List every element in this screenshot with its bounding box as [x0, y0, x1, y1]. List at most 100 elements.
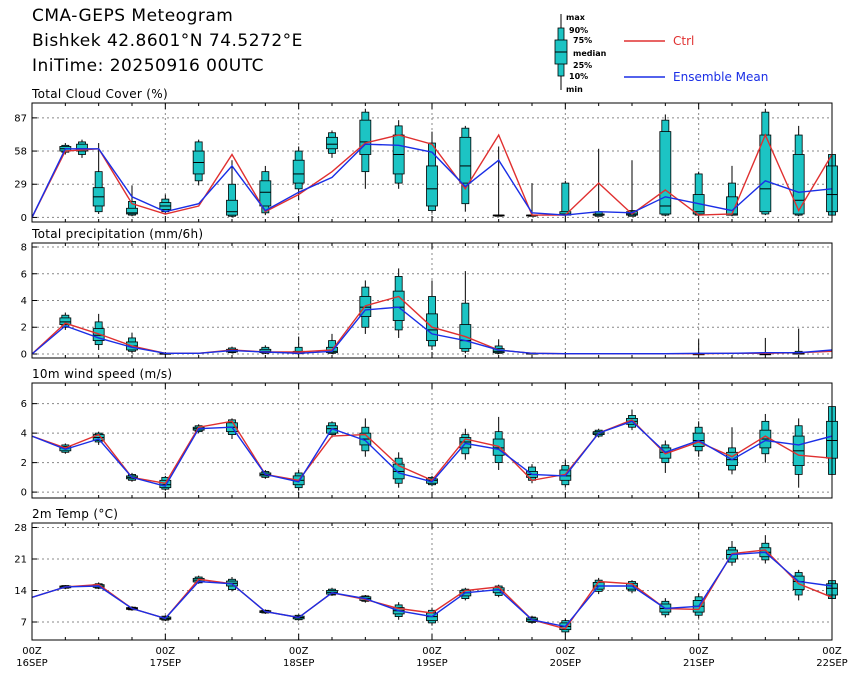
box-plot [659, 440, 672, 473]
panel-2: Total precipitation (mm/6h) 0 2 4 6 8 [21, 227, 833, 360]
box-plot [792, 418, 805, 488]
box-plot [692, 171, 705, 217]
panel-frame [31, 382, 833, 499]
chart-title: CMA-GEPS Meteogram [32, 6, 234, 26]
legend-label-75pct: 75% [573, 36, 592, 45]
box-p25-p75 [759, 134, 772, 213]
box-plot [359, 280, 372, 334]
legend-label-10pct: 10% [569, 72, 588, 81]
legend-label-max: max [566, 13, 586, 22]
box-plot [59, 312, 72, 330]
box-plot [459, 125, 472, 212]
header: CMA-GEPS Meteogram Bishkek 42.8601°N 74.… [0, 0, 860, 100]
box-p25-p75 [226, 199, 238, 216]
box-plot [92, 143, 105, 214]
box-plot [326, 587, 338, 596]
x-tick-date-label: 22SEP [816, 658, 847, 669]
box-p25-p75 [792, 154, 805, 215]
y-tick-label: 87 [14, 113, 27, 124]
x-tick-date-label: 20SEP [550, 658, 581, 669]
y-tick-label: 0 [21, 488, 27, 499]
y-tick-label: 0 [21, 349, 27, 360]
box-p25-p75 [659, 131, 672, 215]
y-tick-label: 4 [21, 429, 27, 440]
box-plot [792, 125, 805, 217]
box-plot [192, 139, 205, 186]
legend-label-90pct: 90% [569, 26, 588, 35]
y-tick-label: 2 [21, 323, 27, 334]
x-tick-date-label: 17SEP [150, 658, 181, 669]
y-tick-label: 2 [21, 458, 27, 469]
box-plot [226, 160, 238, 218]
box-plot [626, 160, 638, 217]
panel-title: Total Cloud Cover (%) [31, 87, 168, 101]
box-plot [426, 280, 438, 350]
panel-title: 2m Temp (°C) [32, 507, 118, 521]
x-tick-date-label: 16SEP [16, 658, 47, 669]
box-plot [692, 339, 705, 356]
ensemble-mean-series-line [32, 551, 832, 628]
box-plot [392, 268, 405, 338]
y-tick-label: 7 [21, 618, 27, 629]
panel-frame [31, 242, 833, 359]
panel-title: 10m wind speed (m/s) [32, 367, 172, 381]
x-tick-date-label: 18SEP [283, 658, 314, 669]
box-p25-p75 [326, 136, 338, 150]
x-tick-hour-label: 00Z [422, 646, 442, 657]
y-tick-label: 14 [14, 586, 27, 597]
box-plot [492, 416, 505, 470]
panel-title: Total precipitation (mm/6h) [31, 227, 203, 241]
box-plot [259, 165, 272, 216]
x-tick-date-label: 21SEP [683, 658, 714, 669]
y-tick-label: 58 [14, 147, 27, 158]
box-plot [126, 332, 138, 354]
box-plot [392, 120, 405, 189]
ctrl-series-line [32, 419, 832, 485]
box-plot [659, 114, 672, 217]
box-plot [692, 421, 705, 457]
legend-line-label: Ctrl [673, 34, 694, 48]
box-plot [726, 165, 738, 217]
box-plot [326, 130, 338, 158]
box-p25-p75 [292, 159, 305, 184]
panel-1: Total Cloud Cover (%) 0 29 58 87 [14, 87, 838, 224]
location-label: Bishkek 42.8601°N 74.5272°E [32, 31, 303, 51]
panel-3: 10m wind speed (m/s) 0 2 4 6 [21, 367, 838, 499]
x-tick-date-label: 19SEP [416, 658, 447, 669]
y-tick-label: 29 [14, 180, 27, 191]
y-tick-label: 28 [14, 523, 27, 534]
panel-4: 2m Temp (°C) 7 14 21 28 [14, 507, 838, 641]
x-tick-hour-label: 00Z [556, 646, 576, 657]
y-tick-label: 8 [21, 243, 27, 254]
y-tick-label: 6 [21, 269, 27, 280]
init-time-label: IniTime: 20250916 00UTC [32, 56, 265, 76]
box-plot [492, 339, 505, 354]
x-tick-hour-label: 00Z [156, 646, 176, 657]
ensemble-mean-series-line [32, 420, 832, 488]
box-p25-p75 [76, 143, 88, 152]
panel-frame [31, 102, 833, 223]
box-p25-p75 [459, 136, 472, 184]
legend-label-25pct: 25% [573, 61, 592, 70]
box-p25-p75 [359, 119, 372, 155]
box-plot [759, 108, 772, 216]
box-p25-p75 [392, 290, 405, 321]
box-plot [159, 194, 172, 214]
box-plot [726, 427, 738, 475]
legend-line-label: Ensemble Mean [673, 70, 768, 84]
ensemble-mean-series-line [32, 143, 832, 218]
x-tick-hour-label: 00Z [689, 646, 709, 657]
box-plot [392, 452, 405, 488]
y-tick-label: 0 [21, 213, 27, 224]
x-tick-hour-label: 00Z [822, 646, 842, 657]
y-tick-label: 4 [21, 296, 27, 307]
box-p25-p75 [426, 165, 438, 207]
box-plot [126, 185, 138, 217]
box-plot [292, 146, 305, 201]
y-tick-label: 6 [21, 399, 27, 410]
x-tick-hour-label: 00Z [289, 646, 309, 657]
y-tick-label: 21 [14, 555, 27, 566]
box-plot [526, 183, 538, 217]
box-p10-p90 [561, 182, 570, 216]
